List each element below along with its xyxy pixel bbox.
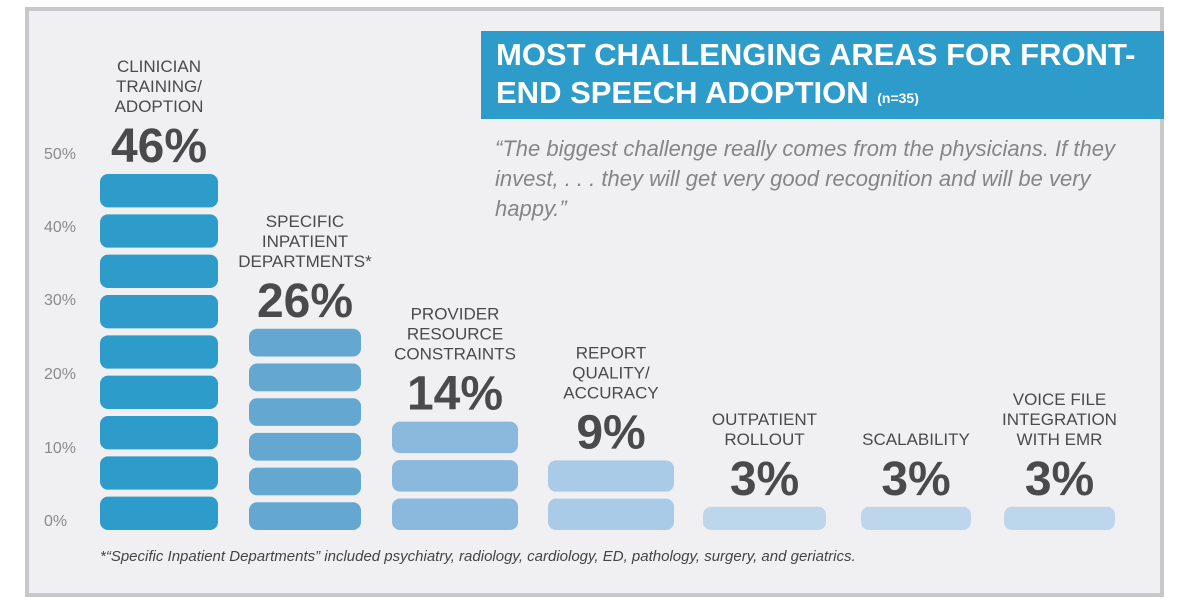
bar-value-label: 3% [881,453,950,506]
category-label: CLINICIAN [117,57,201,76]
bar-segment [100,335,218,369]
bar-segment [249,502,361,530]
bar-value-label: 46% [111,120,207,173]
category-label: INTEGRATION [1002,410,1117,429]
bar-value-label: 26% [257,275,353,328]
y-tick-label: 10% [44,440,76,457]
bar-segment [100,416,218,450]
bar-segment [1004,506,1115,530]
category-label: SCALABILITY [862,430,970,449]
bar-segment [100,295,218,329]
y-tick-label: 30% [44,292,76,309]
sample-size: (n=35) [877,90,919,106]
y-tick-label: 40% [44,219,76,236]
bar-value-label: 3% [1025,453,1094,506]
y-tick-label: 0% [44,513,67,530]
category-label: INPATIENT [262,232,348,251]
bar-segment [249,432,361,461]
bar-segment [249,363,361,392]
bar-segment [548,460,674,492]
bar-segment [100,456,218,490]
bar-segment [392,421,518,454]
bar-value-label: 9% [576,406,645,459]
category-label: VOICE FILE [1013,390,1107,409]
footnote: *“Specific Inpatient Departments” includ… [100,548,856,565]
title-box: MOST CHALLENGING AREAS FOR FRONT-END SPE… [481,31,1164,119]
category-label: OUTPATIENT [712,410,817,429]
category-label: WITH EMR [1017,430,1103,449]
quote-text: “The biggest challenge really comes from… [495,136,1115,221]
bar-value-label: 3% [730,453,799,506]
category-label: ACCURACY [563,383,658,402]
category-label: ADOPTION [115,97,204,116]
bar-segment [392,460,518,492]
category-label: REPORT [576,343,647,362]
bar-segment [249,467,361,496]
category-label: TRAINING/ [116,77,202,96]
category-label: QUALITY/ [572,363,650,382]
category-label: SPECIFIC [266,212,344,231]
bar-value-label: 14% [407,368,503,421]
category-label: CONSTRAINTS [394,345,516,364]
bars [100,174,1115,530]
bar-segment [100,214,218,248]
bar-segment [100,254,218,288]
bar-segment [861,506,971,530]
chart-title: MOST CHALLENGING AREAS FOR FRONT-END SPE… [496,36,1164,117]
bar-segment [703,506,826,530]
y-tick-label: 20% [44,366,76,383]
category-label: PROVIDER [411,305,500,324]
category-label: RESOURCE [407,325,503,344]
bar-segment [249,398,361,426]
bar-segment [100,174,218,208]
y-tick-label: 50% [44,146,76,163]
category-label: DEPARTMENTS* [238,252,372,271]
bar-segment [392,498,518,530]
category-label: ROLLOUT [724,430,804,449]
bar-segment [548,498,674,530]
bar-segment [100,496,218,530]
title-text: MOST CHALLENGING AREAS FOR FRONT-END SPE… [496,37,1136,110]
y-axis: 0% 10% 20% 30% 40% 50% [44,146,76,530]
bar-segment [249,328,361,357]
bar-segment [100,375,218,409]
